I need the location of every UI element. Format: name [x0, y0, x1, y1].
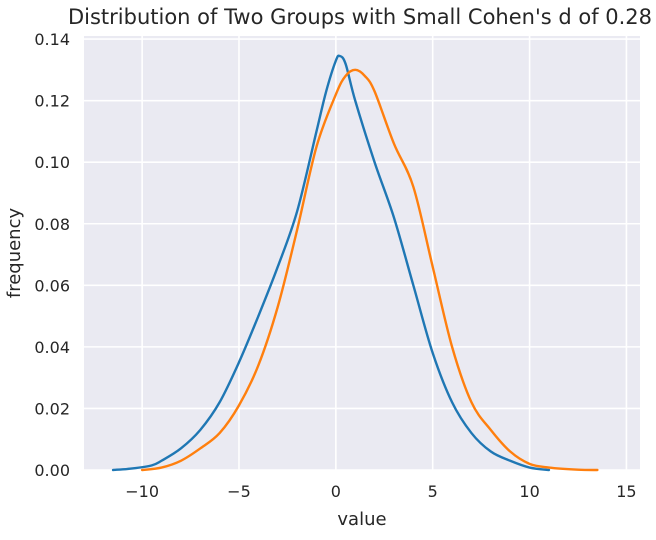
- x-tick-label: −5: [227, 482, 251, 501]
- kde-line-group-2: [140, 68, 599, 472]
- y-axis-label: frequency: [4, 208, 25, 299]
- y-tick-label: 0.14: [34, 30, 70, 49]
- grid-layer: [84, 36, 640, 471]
- y-tick-label: 0.08: [34, 215, 70, 234]
- kde-line-group-1: [111, 54, 551, 472]
- x-tick-label: 10: [519, 482, 539, 501]
- tick-layer: −10 −5 0 5 10 15 0.00 0.02 0.04 0.06 0.08 0.10 0.12 0…: [34, 30, 636, 501]
- y-tick-label: 0.00: [34, 461, 70, 480]
- x-tick-label: −10: [125, 482, 159, 501]
- y-tick-label: 0.02: [34, 399, 70, 418]
- x-tick-label: 15: [616, 482, 636, 501]
- x-tick-label: 5: [428, 482, 438, 501]
- x-axis-label: value: [337, 509, 386, 530]
- y-tick-label: 0.06: [34, 276, 70, 295]
- y-tick-label: 0.10: [34, 153, 70, 172]
- chart-title: Distribution of Two Groups with Small Co…: [68, 5, 652, 29]
- series-layer: [111, 54, 599, 472]
- x-tick-label: 0: [331, 482, 341, 501]
- y-tick-label: 0.04: [34, 338, 70, 357]
- plot-area: [84, 36, 640, 470]
- y-tick-label: 0.12: [34, 92, 70, 111]
